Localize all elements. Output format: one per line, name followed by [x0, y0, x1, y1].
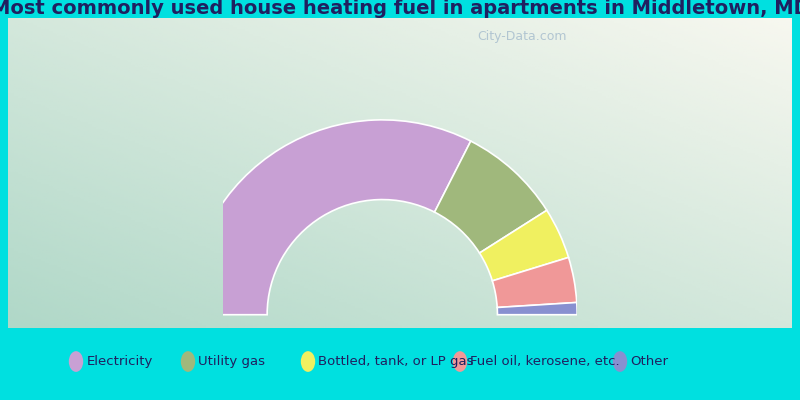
- Text: Fuel oil, kerosene, etc.: Fuel oil, kerosene, etc.: [470, 355, 620, 368]
- Ellipse shape: [453, 351, 467, 372]
- Ellipse shape: [69, 351, 83, 372]
- Wedge shape: [434, 141, 547, 253]
- Wedge shape: [498, 302, 577, 315]
- Text: Most commonly used house heating fuel in apartments in Middletown, MD: Most commonly used house heating fuel in…: [0, 0, 800, 18]
- Text: Bottled, tank, or LP gas: Bottled, tank, or LP gas: [318, 355, 474, 368]
- Ellipse shape: [301, 351, 315, 372]
- Text: Other: Other: [630, 355, 669, 368]
- Wedge shape: [479, 210, 569, 281]
- Ellipse shape: [181, 351, 195, 372]
- Text: Electricity: Electricity: [86, 355, 153, 368]
- Wedge shape: [492, 258, 577, 308]
- Ellipse shape: [613, 351, 627, 372]
- Text: City-Data.com: City-Data.com: [477, 30, 566, 44]
- Wedge shape: [187, 120, 470, 315]
- Text: Utility gas: Utility gas: [198, 355, 266, 368]
